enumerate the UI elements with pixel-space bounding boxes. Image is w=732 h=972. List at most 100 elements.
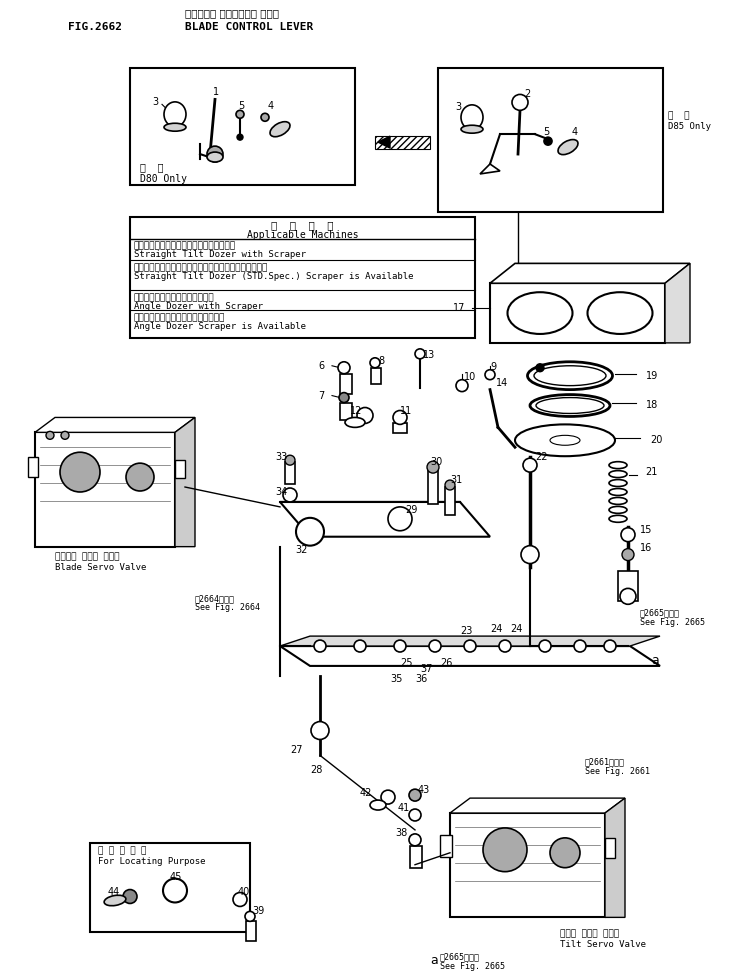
Bar: [605, 838, 615, 857]
Ellipse shape: [534, 365, 606, 386]
Text: 25: 25: [400, 658, 413, 668]
Text: 5: 5: [543, 127, 549, 137]
Circle shape: [622, 548, 634, 561]
Text: 仕 位 決 の 用: 仕 位 決 の 用: [98, 847, 146, 855]
Ellipse shape: [515, 425, 615, 456]
Circle shape: [381, 790, 395, 804]
Text: 23: 23: [460, 626, 472, 636]
Bar: [371, 367, 381, 384]
Text: 45: 45: [170, 872, 182, 882]
Bar: [246, 921, 256, 941]
Text: 適  用  機  械: 適 用 機 械: [272, 221, 334, 230]
Polygon shape: [280, 636, 660, 646]
Text: 44: 44: [108, 886, 120, 896]
Text: 11: 11: [400, 405, 412, 415]
Ellipse shape: [104, 895, 126, 906]
Circle shape: [61, 432, 69, 439]
Text: ストレートチルトドーザスクレーパ携帯車: ストレートチルトドーザスクレーパ携帯車: [134, 241, 236, 251]
Bar: [410, 846, 422, 868]
Text: 3: 3: [455, 102, 461, 113]
Text: 42: 42: [360, 788, 373, 798]
Bar: [130, 68, 355, 185]
Text: 36: 36: [415, 674, 427, 684]
Circle shape: [409, 809, 421, 821]
Circle shape: [574, 641, 586, 652]
Text: Straight Tilt Dozer (STD.Spec.) Scraper is Available: Straight Tilt Dozer (STD.Spec.) Scraper …: [134, 272, 414, 281]
Ellipse shape: [345, 417, 365, 428]
Text: 13: 13: [423, 350, 436, 360]
Text: 40: 40: [238, 886, 250, 896]
Circle shape: [311, 721, 329, 740]
Text: Blade Servo Valve: Blade Servo Valve: [55, 563, 146, 572]
Ellipse shape: [461, 105, 483, 129]
Circle shape: [245, 912, 255, 921]
Text: 41: 41: [398, 803, 410, 814]
Ellipse shape: [609, 515, 627, 522]
Ellipse shape: [609, 506, 627, 513]
Circle shape: [357, 407, 373, 424]
Text: a: a: [651, 654, 659, 667]
Circle shape: [394, 641, 406, 652]
Text: 4: 4: [572, 127, 578, 137]
Ellipse shape: [164, 102, 186, 126]
Circle shape: [485, 369, 495, 380]
Text: 43: 43: [418, 785, 430, 795]
Bar: [175, 460, 185, 478]
Circle shape: [550, 838, 580, 868]
Text: ブレード　 コントロール レバー: ブレード コントロール レバー: [185, 8, 279, 17]
Text: 27: 27: [290, 746, 302, 755]
Text: 第2665図参照: 第2665図参照: [640, 608, 680, 617]
Circle shape: [415, 349, 425, 359]
Circle shape: [523, 458, 537, 472]
Circle shape: [207, 146, 223, 162]
Ellipse shape: [528, 362, 613, 390]
Text: 専  用
D80 Only: 専 用 D80 Only: [140, 162, 187, 184]
Text: 18: 18: [646, 399, 658, 409]
Circle shape: [370, 358, 380, 367]
Text: チルト サーボ バルブ: チルト サーボ バルブ: [560, 929, 619, 938]
Text: 32: 32: [295, 544, 307, 555]
Circle shape: [427, 461, 439, 473]
Text: 28: 28: [310, 765, 322, 776]
Ellipse shape: [558, 140, 578, 155]
Circle shape: [233, 892, 247, 907]
Text: See Fig. 2664: See Fig. 2664: [195, 604, 260, 612]
FancyArrow shape: [375, 136, 430, 149]
Ellipse shape: [461, 125, 483, 133]
Text: 33: 33: [275, 452, 287, 463]
Circle shape: [60, 452, 100, 492]
Bar: [340, 402, 352, 421]
Circle shape: [620, 588, 636, 605]
Polygon shape: [450, 798, 625, 813]
Text: Tilt Servo Valve: Tilt Servo Valve: [560, 940, 646, 950]
Ellipse shape: [370, 800, 386, 810]
Text: 24: 24: [510, 624, 523, 634]
Circle shape: [409, 834, 421, 846]
Text: 8: 8: [378, 356, 384, 365]
Ellipse shape: [164, 123, 186, 131]
Text: 6: 6: [318, 361, 324, 370]
Bar: [393, 424, 407, 434]
Circle shape: [388, 506, 412, 531]
Bar: [340, 373, 352, 394]
Text: 24: 24: [490, 624, 502, 634]
Text: 39: 39: [252, 907, 264, 917]
Text: 第2661図参照: 第2661図参照: [585, 757, 625, 766]
Text: Straight Tilt Dozer with Scraper: Straight Tilt Dozer with Scraper: [134, 251, 306, 260]
Ellipse shape: [536, 398, 604, 413]
Circle shape: [483, 828, 527, 872]
Circle shape: [604, 641, 616, 652]
Polygon shape: [378, 136, 390, 148]
Circle shape: [409, 789, 421, 801]
Ellipse shape: [530, 395, 610, 416]
Text: See Fig. 2665: See Fig. 2665: [640, 618, 705, 627]
Text: FIG.2662: FIG.2662: [68, 21, 122, 32]
Polygon shape: [480, 164, 500, 174]
Text: See Fig. 2665: See Fig. 2665: [440, 962, 505, 971]
Text: 10: 10: [464, 371, 477, 382]
Bar: [90, 843, 250, 932]
Polygon shape: [35, 417, 195, 433]
Ellipse shape: [609, 489, 627, 496]
Bar: [35, 433, 175, 546]
Circle shape: [539, 641, 551, 652]
